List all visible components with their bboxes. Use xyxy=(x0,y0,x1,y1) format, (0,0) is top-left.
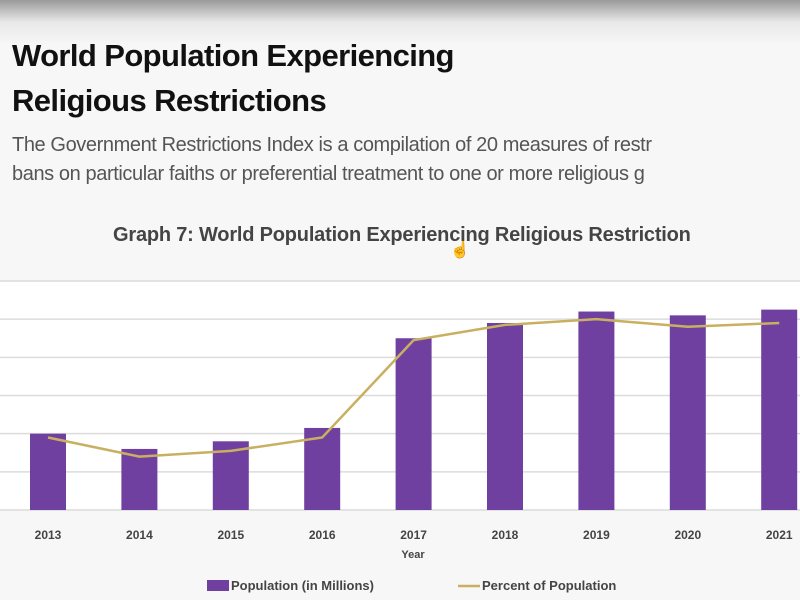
legend-swatch-bar xyxy=(207,580,229,591)
series-line-percent xyxy=(47,317,780,458)
bar-2020 xyxy=(669,315,706,510)
slide-title-line-1: World Population Experiencing xyxy=(12,38,455,73)
description-line-2: bans on particular faiths or preferentia… xyxy=(12,163,645,185)
x-tick-label: 2014 xyxy=(126,528,153,542)
x-tick-label: 2016 xyxy=(309,528,336,542)
legend: Population (in Millions) Percent of Popu… xyxy=(207,578,616,593)
bar-2021 xyxy=(761,309,798,510)
legend-label-percent: Percent of Population xyxy=(482,578,616,593)
x-tick-label: 2017 xyxy=(400,528,427,542)
x-tick-label: 2021 xyxy=(766,528,793,542)
bar-2014 xyxy=(121,448,158,510)
bar-2019 xyxy=(578,311,615,510)
bar-2017 xyxy=(395,338,432,510)
x-tick-label: 2015 xyxy=(217,528,244,542)
bar-2016 xyxy=(304,427,341,510)
x-tick-label: 2019 xyxy=(583,528,610,542)
x-tick-label: 2018 xyxy=(492,528,519,542)
legend-label-population: Population (in Millions) xyxy=(231,578,374,593)
description-line-1: The Government Restrictions Index is a c… xyxy=(12,134,652,156)
x-tick-label: 2013 xyxy=(35,528,62,542)
bar-2018 xyxy=(487,322,523,510)
chart-title: Graph 7: World Population Experiencing R… xyxy=(113,224,691,246)
slide-title: World Population Experiencing Religious … xyxy=(12,33,455,123)
slide-title-line-2: Religious Restrictions xyxy=(12,83,327,118)
bar-2013 xyxy=(30,433,66,510)
x-axis-title: Year xyxy=(401,549,425,561)
mouse-cursor-icon: ☝ xyxy=(450,242,470,259)
x-tick-label: 2020 xyxy=(674,528,701,542)
slide-description: The Government Restrictions Index is a c… xyxy=(12,131,800,189)
